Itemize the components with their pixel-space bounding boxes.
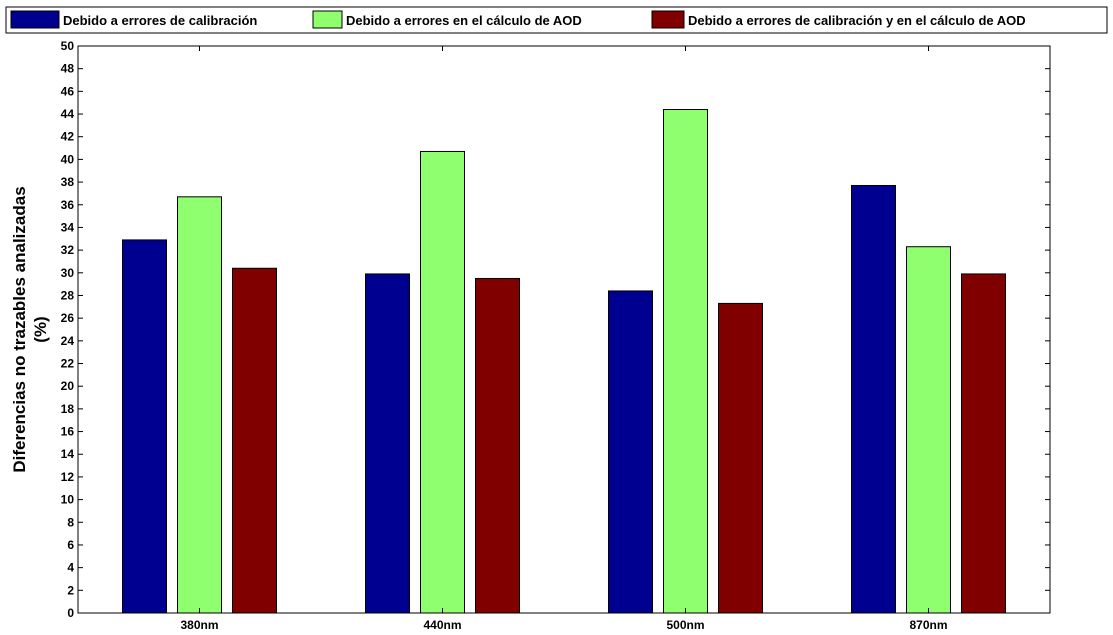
x-tick-label: 870nm	[909, 618, 947, 632]
legend-label-series-2: Debido a errores en el cálculo de AOD	[346, 13, 582, 28]
legend-swatch-series-1	[10, 10, 60, 29]
legend-label-series-1: Debido a errores de calibración	[63, 13, 257, 28]
y-tick-label: 42	[61, 130, 75, 144]
legend-swatch-series-2	[312, 10, 343, 29]
y-tick-label: 44	[61, 107, 75, 121]
y-tick-label: 50	[61, 39, 75, 53]
y-tick-label: 24	[61, 334, 75, 348]
y-tick-label: 0	[67, 606, 74, 620]
legend: Debido a errores de calibración Debido a …	[5, 6, 1108, 34]
y-tick-label: 16	[61, 425, 75, 439]
legend-swatch-series-3	[651, 10, 685, 29]
y-axis: 0246810121416182022242628303234363840424…	[61, 39, 1050, 620]
y-tick-label: 46	[61, 84, 75, 98]
y-tick-label: 34	[61, 220, 75, 234]
bar-870nm-series-2	[906, 246, 951, 614]
y-tick-label: 18	[61, 402, 75, 416]
y-tick-label: 20	[61, 379, 75, 393]
bar-380nm-series-3	[232, 267, 277, 614]
y-axis-label: Diferencias no trazables analizadas	[10, 186, 29, 472]
plot-area-frame	[77, 45, 1051, 614]
y-tick-label: 12	[61, 470, 75, 484]
x-tick-label: 440nm	[423, 618, 461, 632]
y-tick-label: 10	[61, 493, 75, 507]
bar-870nm-series-3	[961, 273, 1006, 614]
bar-440nm-series-2	[420, 150, 465, 614]
legend-label-series-3: Debido a errores de calibración y en el …	[688, 13, 1026, 28]
y-tick-label: 36	[61, 198, 75, 212]
bar-500nm-series-1	[608, 290, 653, 614]
bar-870nm-series-1	[851, 184, 896, 614]
bar-380nm-series-2	[177, 196, 222, 614]
y-tick-label: 8	[67, 515, 74, 529]
y-tick-label: 38	[61, 175, 75, 189]
bar-500nm-series-3	[718, 302, 763, 614]
y-tick-label: 28	[61, 288, 75, 302]
y-tick-label: 26	[61, 311, 75, 325]
bar-500nm-series-2	[663, 109, 708, 614]
bar-440nm-series-1	[365, 273, 410, 614]
y-tick-label: 22	[61, 357, 75, 371]
y-tick-label: 32	[61, 243, 75, 257]
x-tick-label: 500nm	[666, 618, 704, 632]
y-tick-label: 6	[67, 538, 74, 552]
y-tick-label: 30	[61, 266, 75, 280]
bars-group	[122, 109, 1006, 614]
y-tick-label: 40	[61, 152, 75, 166]
y-tick-label: 14	[61, 447, 75, 461]
x-tick-label: 380nm	[180, 618, 218, 632]
bar-380nm-series-1	[122, 239, 167, 614]
legend-box	[5, 6, 1108, 34]
y-tick-label: 48	[61, 62, 75, 76]
x-axis: 380nm 440nm 500nm 870nm	[180, 46, 948, 632]
y-tick-label: 2	[67, 583, 74, 597]
y-axis-label-unit: (%)	[31, 316, 50, 342]
y-tick-label: 4	[67, 561, 74, 575]
bar-440nm-series-3	[475, 277, 520, 614]
